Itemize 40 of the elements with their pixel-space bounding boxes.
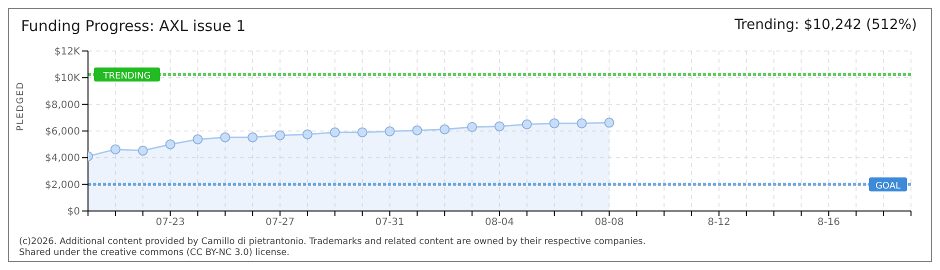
y-tick-label: $6,000: [45, 126, 80, 138]
y-tick-label: $10K: [54, 73, 80, 84]
y-tick-label: $12K: [54, 46, 80, 58]
x-tick-label: 08-04: [484, 217, 514, 228]
x-tick-label: 07-23: [156, 217, 185, 228]
ref-line-label: TRENDING: [102, 71, 151, 82]
point: [165, 139, 176, 150]
chart-title: Funding Progress: AXL issue 1: [21, 17, 246, 35]
y-axis-title: PLEDGED: [16, 81, 26, 131]
text: Shared under the creative commons (CC BY-NC 3.0) license.: [19, 248, 291, 259]
ref-line-label: GOAL: [875, 181, 901, 192]
point: [467, 122, 478, 132]
text: (c)2026. Additional content provided by Camillo di pietrantonio. Trademarks and related content are owned by their respective companies.: [19, 237, 646, 248]
point: [220, 132, 230, 142]
point: [330, 127, 340, 138]
point: [275, 130, 286, 140]
point: [576, 118, 587, 128]
x-tick-label: 07-27: [266, 217, 295, 228]
point: [440, 124, 450, 134]
point: [604, 118, 614, 128]
y-tick-label: $0: [67, 206, 80, 218]
chart-subtitle: Trending: $10,242 (512%): [734, 17, 917, 33]
x-tick-label: 8-16: [817, 217, 840, 228]
point: [549, 118, 560, 128]
point: [412, 125, 422, 136]
point: [357, 127, 368, 138]
y-tick-label: $2,000: [45, 180, 80, 191]
point: [248, 132, 258, 142]
x-tick-label: 07-31: [375, 217, 404, 228]
point: [384, 126, 395, 136]
y-tick-label: $4,000: [45, 153, 80, 164]
point: [110, 144, 120, 154]
point: [494, 121, 504, 132]
y-tick-label: $8,000: [45, 100, 80, 111]
point: [192, 134, 203, 144]
x-tick-label: 08-08: [594, 217, 624, 228]
x-tick-label: 8-12: [708, 217, 730, 228]
point: [302, 129, 312, 140]
point: [522, 119, 532, 130]
point: [138, 146, 148, 156]
